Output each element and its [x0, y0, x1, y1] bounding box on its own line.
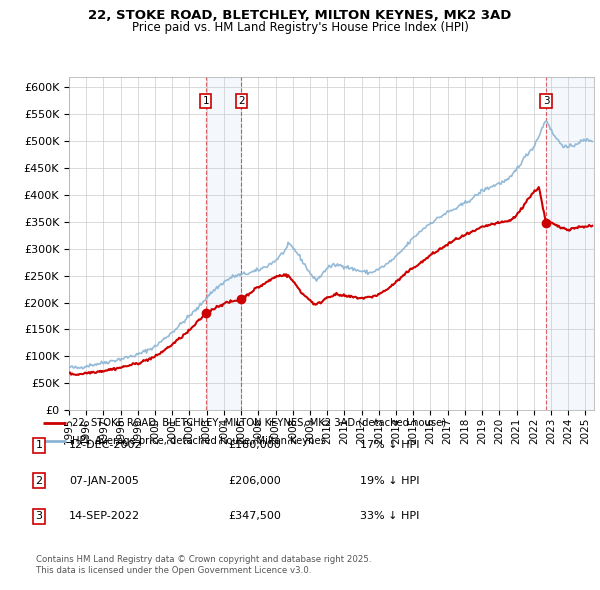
Text: Price paid vs. HM Land Registry's House Price Index (HPI): Price paid vs. HM Land Registry's House … — [131, 21, 469, 34]
Text: 12-DEC-2002: 12-DEC-2002 — [69, 441, 143, 450]
Text: 14-SEP-2022: 14-SEP-2022 — [69, 512, 140, 521]
Bar — [206, 77, 241, 410]
Text: £347,500: £347,500 — [228, 512, 281, 521]
Text: £206,000: £206,000 — [228, 476, 281, 486]
Text: 33% ↓ HPI: 33% ↓ HPI — [360, 512, 419, 521]
Text: 07-JAN-2005: 07-JAN-2005 — [69, 476, 139, 486]
Text: 19% ↓ HPI: 19% ↓ HPI — [360, 476, 419, 486]
Text: 2: 2 — [238, 96, 245, 106]
Text: 2: 2 — [35, 476, 43, 486]
Text: 3: 3 — [542, 96, 549, 106]
Text: 1: 1 — [203, 96, 209, 106]
Text: HPI: Average price, detached house, Milton Keynes: HPI: Average price, detached house, Milt… — [72, 435, 326, 445]
Text: 1: 1 — [35, 441, 43, 450]
Bar — [546, 77, 594, 410]
Text: 22, STOKE ROAD, BLETCHLEY, MILTON KEYNES, MK2 3AD (detached house): 22, STOKE ROAD, BLETCHLEY, MILTON KEYNES… — [72, 418, 446, 428]
Text: £180,000: £180,000 — [228, 441, 281, 450]
Text: 3: 3 — [35, 512, 43, 521]
Text: Contains HM Land Registry data © Crown copyright and database right 2025.
This d: Contains HM Land Registry data © Crown c… — [36, 555, 371, 575]
Text: 17% ↓ HPI: 17% ↓ HPI — [360, 441, 419, 450]
Text: 22, STOKE ROAD, BLETCHLEY, MILTON KEYNES, MK2 3AD: 22, STOKE ROAD, BLETCHLEY, MILTON KEYNES… — [88, 9, 512, 22]
